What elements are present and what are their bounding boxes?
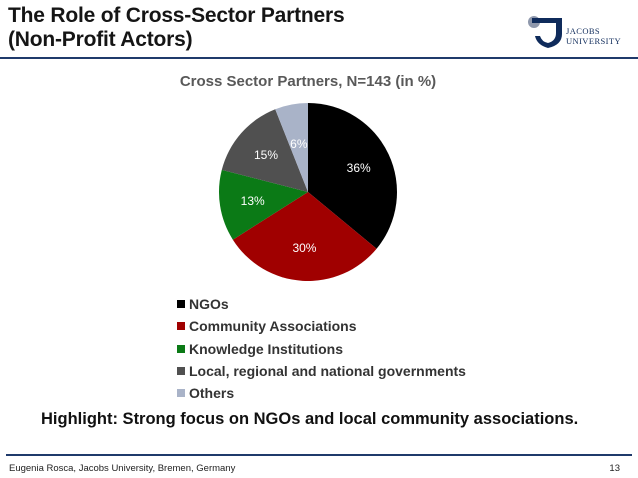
pie-slice-label: 6% <box>290 137 308 151</box>
highlight-text: Highlight: Strong focus on NGOs and loca… <box>41 410 579 428</box>
legend-label: NGOs <box>189 296 229 313</box>
legend-swatch <box>177 322 185 331</box>
page-number: 13 <box>609 463 620 474</box>
slide-title-line2: (Non-Profit Actors) <box>8 28 193 51</box>
pie-slice-label: 36% <box>347 161 371 175</box>
legend-swatch <box>177 367 185 376</box>
jacobs-university-logo: JACOBS UNIVERSITY <box>526 14 631 50</box>
legend-label: Local, regional and national governments <box>189 363 466 380</box>
legend-item: Community Associations <box>177 315 466 337</box>
logo-text: JACOBS UNIVERSITY <box>566 26 621 46</box>
pie-slice <box>219 169 308 240</box>
header-divider <box>0 57 638 59</box>
chart-title: Cross Sector Partners, N=143 (in %) <box>179 73 437 90</box>
legend-label: Community Associations <box>189 318 357 335</box>
legend-swatch <box>177 389 185 398</box>
legend-label: Others <box>189 385 235 402</box>
pie-slice <box>221 109 308 192</box>
legend-swatch <box>177 344 185 353</box>
footer-divider <box>6 454 632 456</box>
legend-item: NGOs <box>177 293 466 315</box>
pie-slice <box>232 192 377 282</box>
legend-item: Local, regional and national governments <box>177 360 466 382</box>
slide-title-line1: The Role of Cross-Sector Partners <box>8 4 345 27</box>
pie-slice-label: 13% <box>241 194 265 208</box>
logo-line1: JACOBS <box>566 26 601 36</box>
legend-item: Knowledge Institutions <box>177 338 466 360</box>
pie-slice <box>275 103 308 192</box>
logo-line2: UNIVERSITY <box>566 36 621 46</box>
pie-slice <box>308 103 397 249</box>
pie-slice-label: 15% <box>254 148 278 162</box>
legend-label: Knowledge Institutions <box>189 340 343 357</box>
legend-swatch <box>177 300 185 309</box>
slide-title: The Role of Cross-Sector Partners (Non-P… <box>8 4 488 52</box>
jacobs-shield-icon <box>528 16 562 48</box>
chart-legend: NGOs Community Associations Knowledge Inst… <box>177 293 466 404</box>
pie-slice-label: 30% <box>292 241 316 255</box>
legend-item: Others <box>177 382 466 404</box>
footer-author: Eugenia Rosca, Jacobs University, Bremen… <box>9 463 236 474</box>
